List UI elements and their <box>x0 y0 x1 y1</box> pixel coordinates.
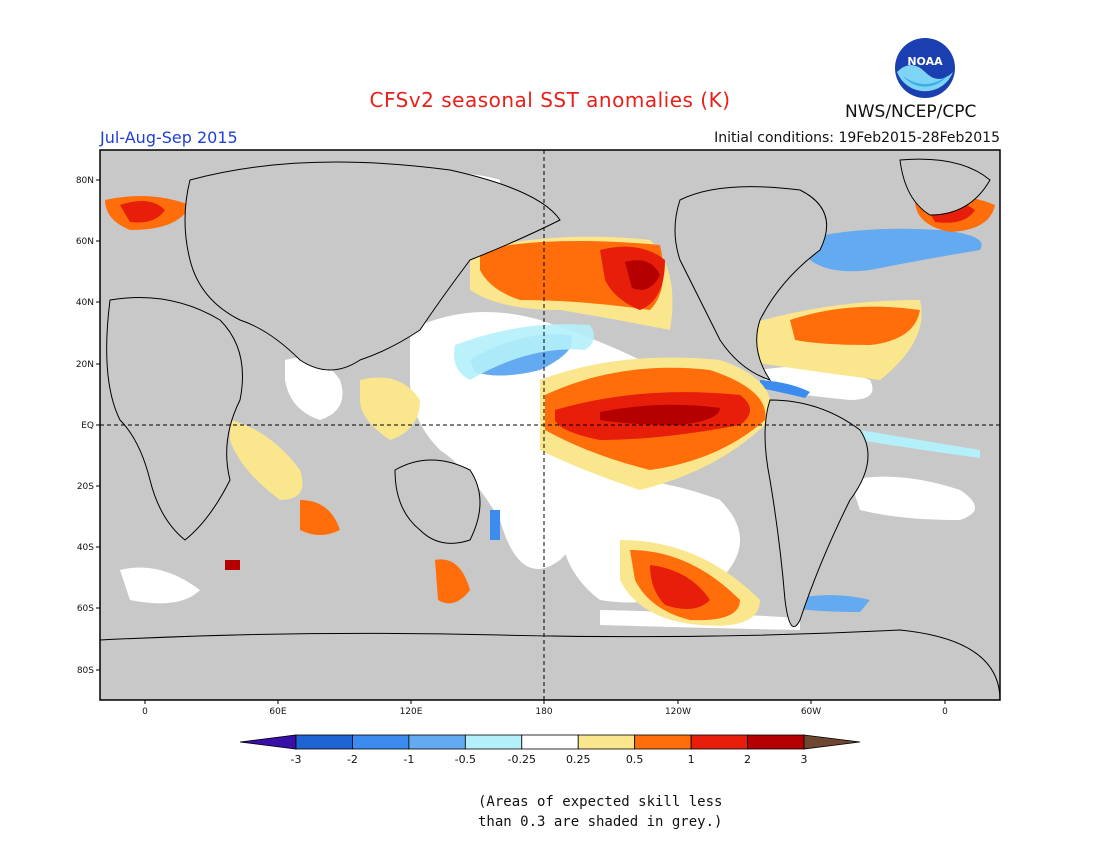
chart-title: CFSv2 seasonal SST anomalies (K) <box>369 88 731 112</box>
colorbar-swatch <box>577 734 636 750</box>
colorbar-swatch <box>690 734 748 750</box>
lat-axis: 80N 60N 40N 20N EQ 20S 40S 60S 80S <box>76 176 100 676</box>
pos-anomaly-orange-atlantic <box>790 306 920 345</box>
lat-label: EQ <box>81 421 94 431</box>
pos-anomaly-orange-tasman <box>435 559 470 604</box>
noaa-logo-icon: NOAA <box>895 38 955 98</box>
initial-conditions-label: Initial conditions: 19Feb2015-28Feb2015 <box>714 130 1000 146</box>
neg-anomaly-tasman <box>490 510 500 540</box>
neg-anomaly-south-atlantic <box>790 595 870 612</box>
lat-label: 40N <box>76 298 94 308</box>
colorbar-swatch <box>634 734 692 750</box>
colorbar-label: -2 <box>347 753 358 766</box>
lon-label: 120E <box>400 707 423 717</box>
footnote-line-2: than 0.3 are shaded in grey.) <box>478 814 723 830</box>
pos-anomaly-red-greenland <box>120 201 165 223</box>
colorbar-swatch <box>464 734 523 750</box>
neg-anomaly-north-atlantic <box>800 228 982 272</box>
colorbar: -3 -2 -1 -0.5 -0.25 0.25 0.5 1 2 3 <box>239 734 861 766</box>
colorbar-swatch <box>747 734 805 750</box>
colorbar-min-triangle <box>239 734 297 750</box>
pos-anomaly-darkred-nino <box>600 404 720 425</box>
lat-label: 60S <box>77 604 94 614</box>
colorbar-label: 1 <box>688 753 695 766</box>
colorbar-label: 0.5 <box>626 753 644 766</box>
pos-anomaly-red-south-pacific <box>650 565 710 609</box>
continents <box>100 158 1000 700</box>
eurasia <box>184 161 561 371</box>
colorbar-label: -0.25 <box>508 753 536 766</box>
lat-label: 80S <box>77 666 94 676</box>
colorbar-label: -0.5 <box>455 753 476 766</box>
pos-anomaly-yellow-indian <box>230 420 303 500</box>
lon-label: 0 <box>942 707 948 717</box>
lon-axis: 0 60E 120E 180 120W 60W 0 <box>142 700 948 717</box>
lat-label: 60N <box>76 237 94 247</box>
colorbar-label: 3 <box>801 753 808 766</box>
neg-anomaly-nw-pacific-light <box>454 324 594 380</box>
colorbar-swatch <box>408 734 466 750</box>
white-region-indian-ocean <box>285 357 343 420</box>
skill-footnote: (Areas of expected skill less than 0.3 a… <box>478 792 722 832</box>
footnote-line-1: (Areas of expected skill less <box>478 794 723 810</box>
lon-label: 180 <box>535 707 552 717</box>
greenland <box>899 158 991 216</box>
white-region-south-atlantic <box>850 476 975 520</box>
lon-label: 60W <box>801 707 821 717</box>
lat-label: 40S <box>77 543 94 553</box>
lat-label: 20N <box>76 360 94 370</box>
antarctica <box>100 629 1000 700</box>
colorbar-swatch <box>352 734 410 750</box>
pos-anomaly-darkred-goa <box>625 260 660 290</box>
australia <box>394 459 481 544</box>
north-america <box>674 186 828 381</box>
lat-label: 80N <box>76 176 94 186</box>
white-region-southern-ocean <box>120 567 200 604</box>
pos-anomaly-orange-indian-south <box>300 500 340 535</box>
colorbar-swatch <box>521 734 579 750</box>
colorbar-label: 2 <box>744 753 751 766</box>
colorbar-label: -3 <box>291 753 302 766</box>
south-america <box>764 399 869 628</box>
pos-anomaly-yellow-maritime <box>360 377 420 440</box>
neg-anomaly-equatorial-atlantic <box>860 430 980 458</box>
colorbar-swatch <box>295 734 353 750</box>
pos-anomaly-darkred-south-indian <box>225 560 240 570</box>
neg-anomaly-gulf <box>760 380 810 398</box>
anomaly-field <box>100 158 1000 700</box>
logo-text: NOAA <box>907 55 943 68</box>
lon-label: 120W <box>665 707 691 717</box>
agency-label: NWS/NCEP/CPC <box>845 102 977 122</box>
africa <box>106 297 243 541</box>
colorbar-max-triangle <box>803 734 861 750</box>
lon-label: 0 <box>142 707 148 717</box>
season-label: Jul-Aug-Sep 2015 <box>100 128 238 147</box>
lon-label: 60E <box>269 707 286 717</box>
colorbar-label: 0.25 <box>566 753 591 766</box>
lat-label: 20S <box>77 482 94 492</box>
colorbar-label: -1 <box>403 753 414 766</box>
